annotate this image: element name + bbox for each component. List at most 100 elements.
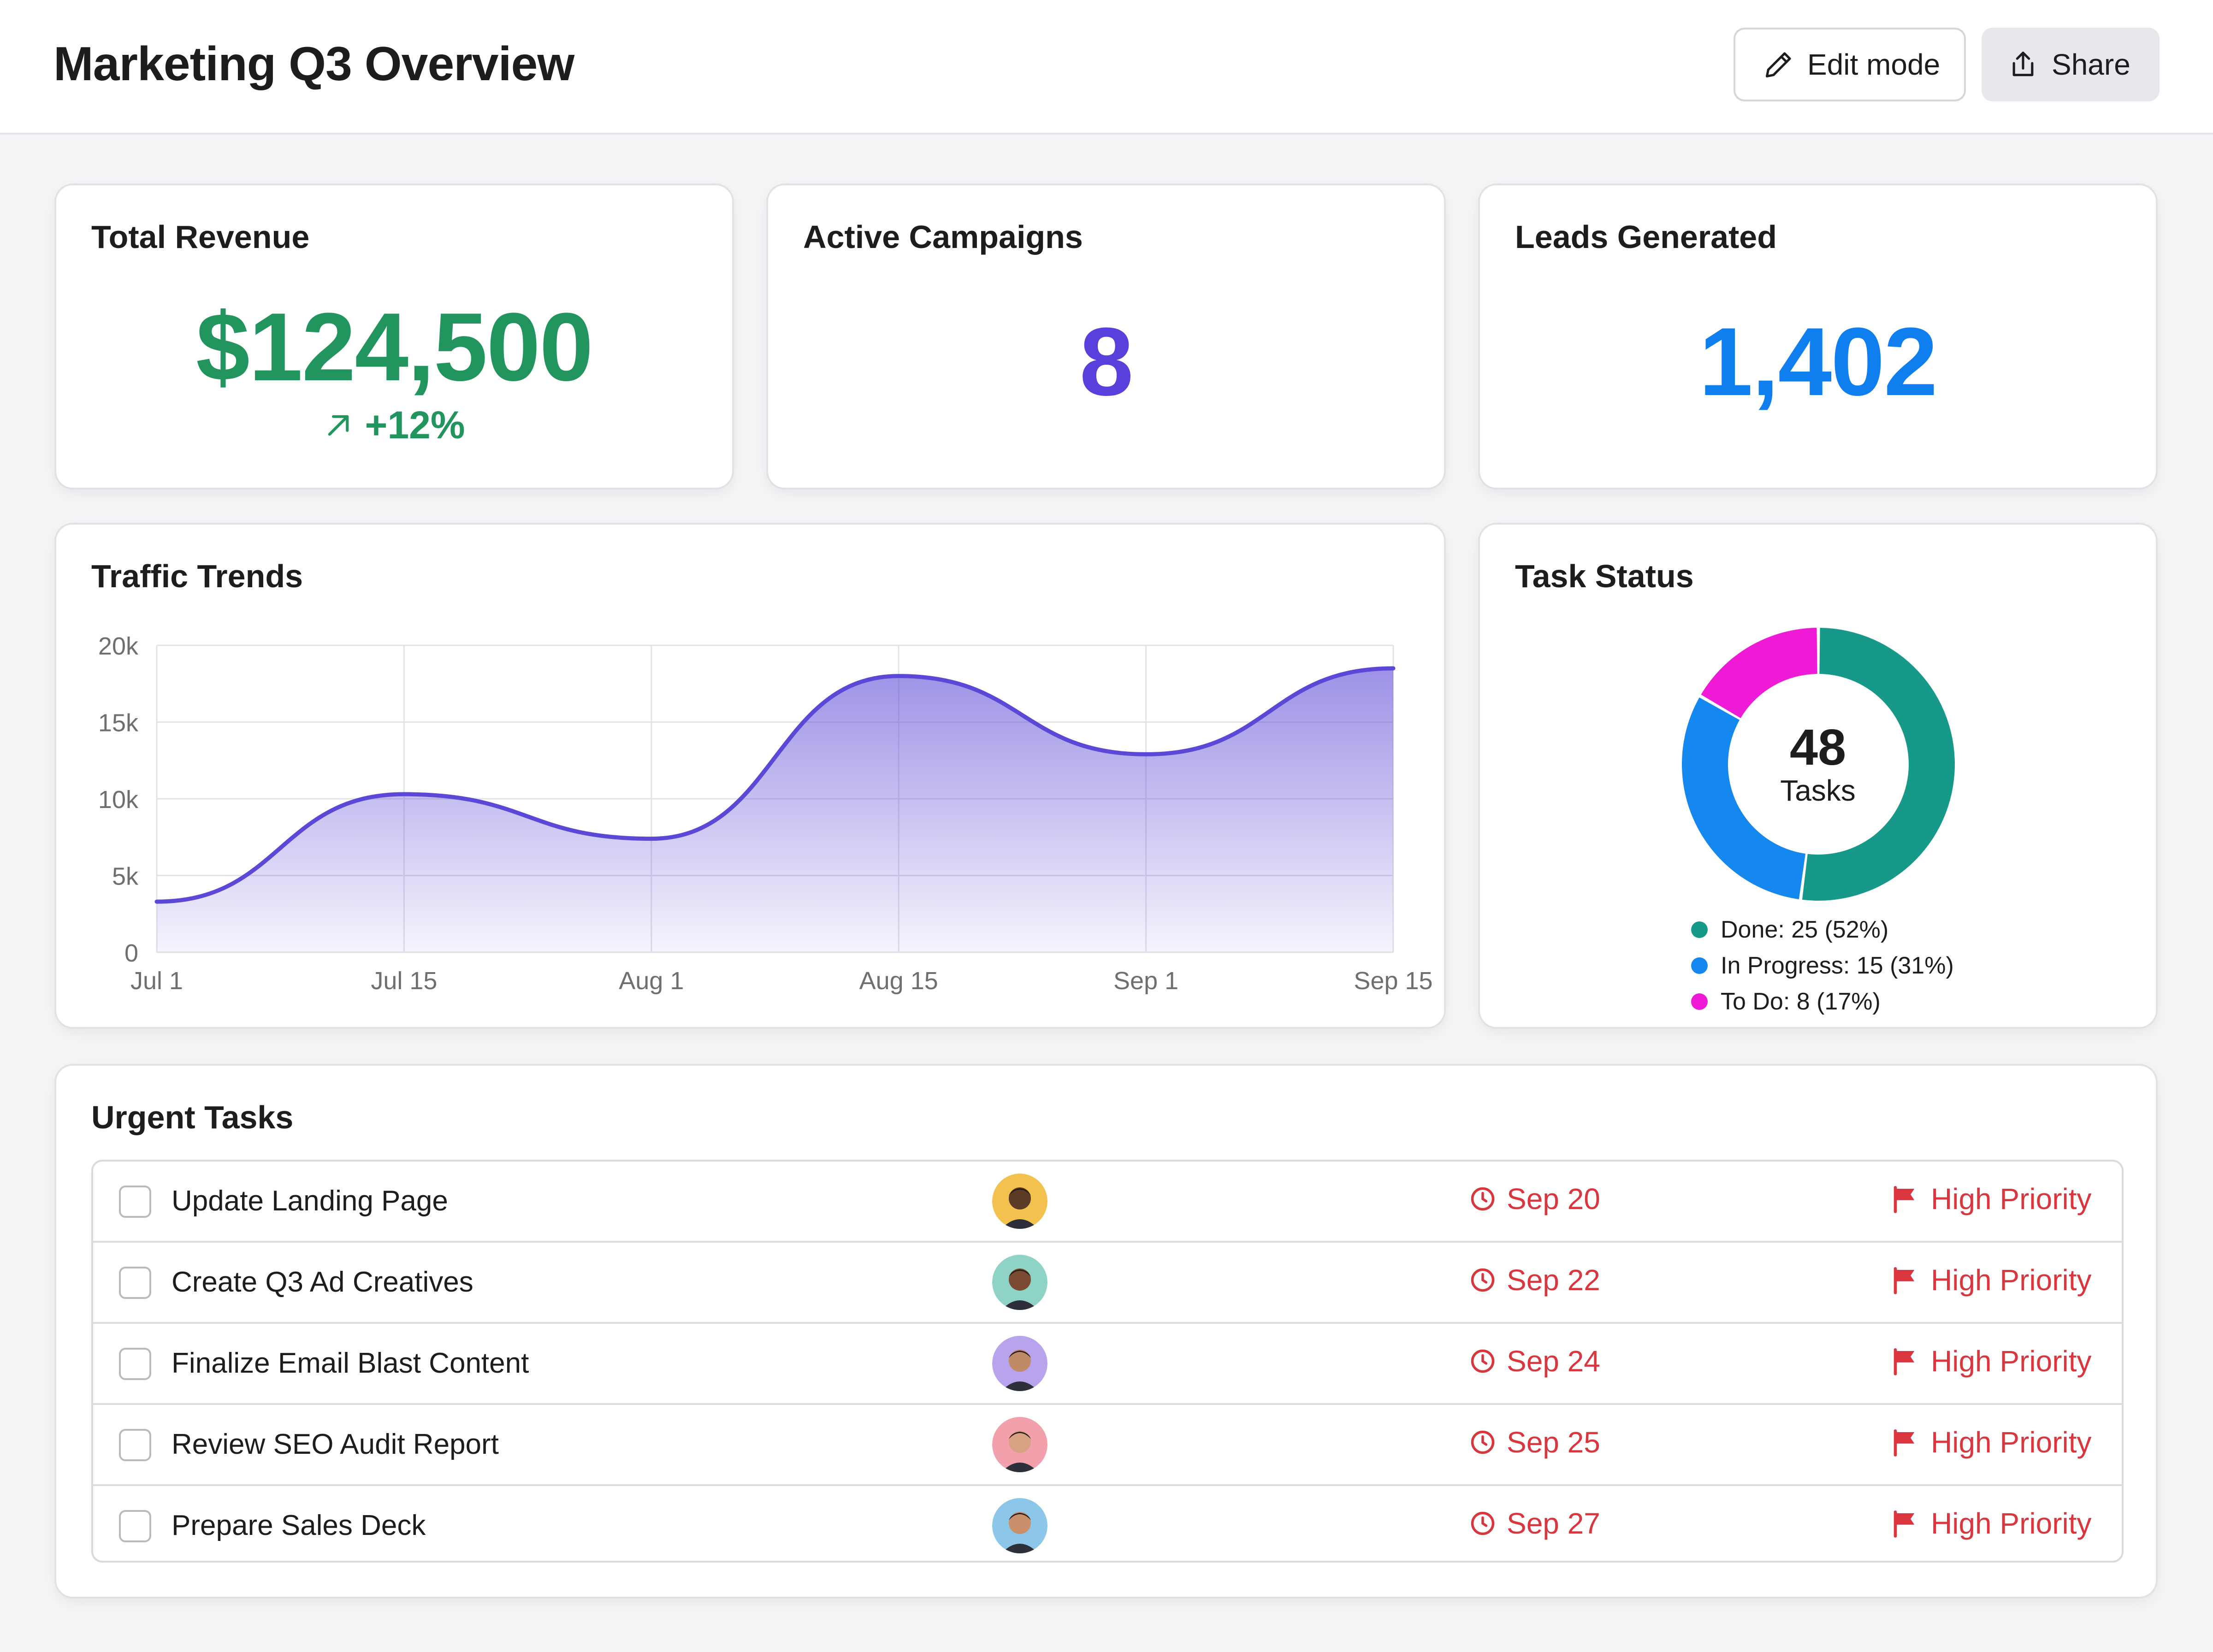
urgent-task-list: Update Landing Page Sep 20 High Priority Cr… (91, 1160, 2124, 1563)
donut-slice-in-progress (1682, 697, 1806, 899)
card-title: Active Campaigns (803, 219, 1083, 255)
task-row[interactable]: Finalize Email Blast Content Sep 24 High P… (93, 1324, 2122, 1405)
total-revenue-card: Total Revenue $124,500 +12% (54, 183, 734, 490)
donut-slice-done (1802, 628, 1955, 901)
y-tick-label: 20k (98, 632, 139, 660)
clock-icon (1471, 1349, 1495, 1373)
page-title: Marketing Q3 Overview (53, 37, 574, 91)
card-title: Total Revenue (91, 219, 310, 255)
legend-item: To Do: 8 (17%) (1691, 984, 1954, 1020)
task-status-card: Task Status 48 Tasks Done: 25 (52%) In Pr… (1478, 523, 2158, 1029)
clock-icon (1471, 1430, 1495, 1454)
assignee-avatar[interactable] (992, 1174, 1047, 1229)
due-date-label: Sep 22 (1507, 1263, 1600, 1297)
donut-total-label: Tasks (1780, 774, 1856, 807)
assignee-avatar[interactable] (992, 1336, 1047, 1391)
assignee-avatar[interactable] (992, 1417, 1047, 1472)
task-name: Finalize Email Blast Content (172, 1347, 529, 1379)
priority-label: High Priority (1931, 1345, 2092, 1378)
flag-icon (1893, 1186, 1915, 1213)
x-tick-label: Aug 1 (619, 967, 684, 995)
x-tick-label: Aug 15 (859, 967, 938, 995)
traffic-area-fill (157, 668, 1393, 952)
leads-value: 1,402 (1699, 307, 1938, 416)
flag-icon (1893, 1267, 1915, 1294)
task-name: Create Q3 Ad Creatives (172, 1266, 473, 1298)
task-status-donut-chart (1682, 628, 1955, 901)
legend-label: Done: 25 (52%) (1721, 916, 1889, 943)
due-date: Sep 20 (1469, 1182, 1600, 1216)
traffic-trends-card: Traffic Trends 0 5k 10k 15k 20k Jul 1 Jul 15 Au… (54, 523, 1446, 1029)
campaigns-value: 8 (1079, 307, 1134, 416)
task-checkbox[interactable] (119, 1510, 151, 1542)
legend-item: In Progress: 15 (31%) (1691, 948, 1954, 984)
share-label: Share (2052, 48, 2130, 81)
x-tick-label: Jul 15 (371, 967, 437, 995)
task-name: Review SEO Audit Report (172, 1428, 499, 1460)
priority-badge: High Priority (1890, 1425, 2092, 1459)
legend-item: Done: 25 (52%) (1691, 912, 1954, 948)
leads-generated-card: Leads Generated 1,402 (1478, 183, 2158, 490)
priority-badge: High Priority (1890, 1506, 2092, 1540)
card-title: Task Status (1515, 558, 1694, 594)
due-date-label: Sep 25 (1507, 1426, 1600, 1459)
flag-icon (1893, 1348, 1915, 1375)
revenue-value: $124,500 (196, 293, 593, 401)
clock-icon (1471, 1511, 1495, 1535)
clock-icon (1471, 1187, 1495, 1211)
due-date-label: Sep 24 (1507, 1345, 1600, 1378)
donut-legend: Done: 25 (52%) In Progress: 15 (31%) To Do… (1691, 912, 1954, 1020)
task-row[interactable]: Review SEO Audit Report Sep 25 High Priori… (93, 1405, 2122, 1486)
chart-title: Traffic Trends (91, 558, 303, 594)
flag-icon (1893, 1510, 1915, 1538)
priority-badge: High Priority (1890, 1182, 2092, 1216)
donut-total: 48 (1789, 719, 1846, 776)
assignee-avatar[interactable] (992, 1498, 1047, 1553)
y-tick-label: 15k (98, 709, 139, 737)
y-tick-label: 5k (112, 863, 139, 891)
revenue-change: +12% (56, 403, 732, 448)
due-date-label: Sep 27 (1507, 1507, 1600, 1540)
x-tick-label: Jul 1 (130, 967, 183, 995)
priority-label: High Priority (1931, 1507, 2092, 1540)
legend-swatch (1691, 993, 1708, 1010)
legend-swatch (1691, 921, 1708, 938)
share-icon (2012, 51, 2034, 77)
task-row[interactable]: Create Q3 Ad Creatives Sep 22 High Priorit… (93, 1243, 2122, 1324)
edit-mode-label: Edit mode (1807, 48, 1941, 81)
legend-label: To Do: 8 (17%) (1721, 988, 1881, 1015)
revenue-change-value: +12% (365, 403, 465, 447)
flag-icon (1893, 1429, 1915, 1457)
task-checkbox[interactable] (119, 1348, 151, 1380)
share-button[interactable]: Share (1982, 28, 2160, 101)
pencil-icon (1765, 52, 1791, 78)
x-tick-label: Sep 15 (1354, 967, 1432, 995)
due-date: Sep 27 (1469, 1506, 1600, 1540)
card-title: Leads Generated (1515, 219, 1777, 255)
due-date: Sep 25 (1469, 1425, 1600, 1459)
assignee-avatar[interactable] (992, 1255, 1047, 1310)
y-tick-label: 10k (98, 786, 139, 814)
donut-slice-to-do (1701, 628, 1817, 718)
traffic-series-line (154, 666, 1396, 904)
task-name: Prepare Sales Deck (172, 1510, 426, 1541)
edit-mode-button[interactable]: Edit mode (1734, 28, 1966, 101)
task-row[interactable]: Prepare Sales Deck Sep 27 High Priority (93, 1486, 2122, 1561)
legend-swatch (1691, 957, 1708, 974)
priority-badge: High Priority (1890, 1263, 2092, 1297)
traffic-area-chart: 0 5k 10k 15k 20k Jul 1 Jul 15 Aug 1 Aug 15 Sep 1 S… (98, 632, 1433, 995)
top-bar: Marketing Q3 Overview Edit mode Share (0, 0, 2213, 135)
card-title: Urgent Tasks (91, 1099, 294, 1135)
priority-label: High Priority (1931, 1263, 2092, 1297)
priority-label: High Priority (1931, 1426, 2092, 1459)
due-date-label: Sep 20 (1507, 1182, 1600, 1215)
task-row[interactable]: Update Landing Page Sep 20 High Priority (93, 1162, 2122, 1243)
x-tick-label: Sep 1 (1113, 967, 1178, 995)
task-checkbox[interactable] (119, 1267, 151, 1299)
task-checkbox[interactable] (119, 1186, 151, 1218)
due-date: Sep 24 (1469, 1344, 1600, 1378)
task-name: Update Landing Page (172, 1185, 448, 1217)
task-checkbox[interactable] (119, 1429, 151, 1461)
clock-icon (1471, 1268, 1495, 1292)
active-campaigns-card: Active Campaigns 8 (766, 183, 1446, 490)
